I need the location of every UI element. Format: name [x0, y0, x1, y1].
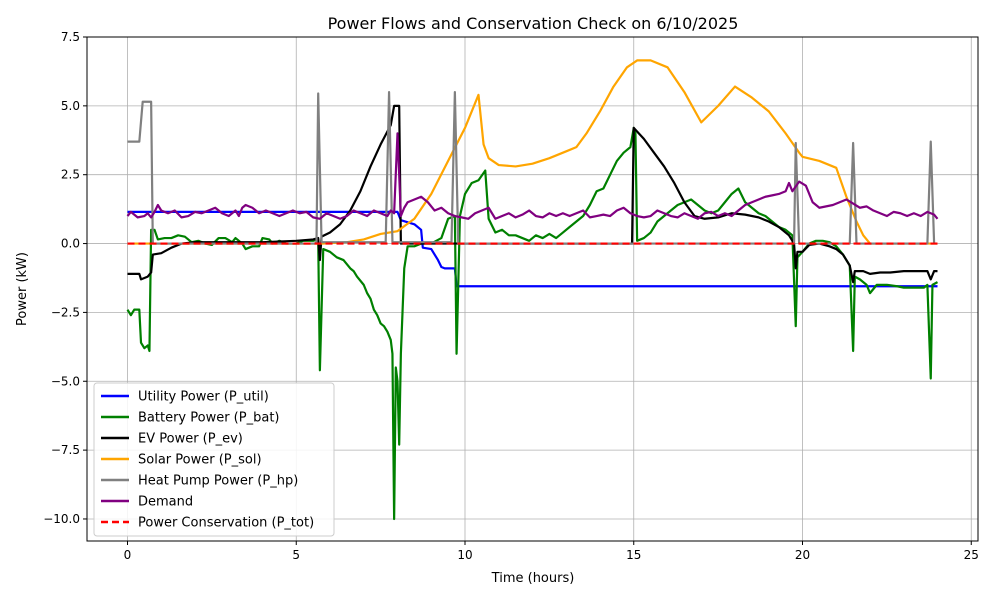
legend-label: Heat Pump Power (P_hp)	[138, 474, 298, 489]
chart-title: Power Flows and Conservation Check on 6/…	[328, 14, 739, 33]
y-tick-label: 0.0	[61, 237, 80, 251]
y-tick-label: −5.0	[51, 374, 80, 388]
x-tick-label: 15	[626, 548, 641, 562]
x-axis-label: Time (hours)	[491, 571, 575, 586]
y-tick-label: 7.5	[61, 30, 80, 44]
axis-ticks: 0 5 10 15 20 25 −10.0 −7.5 −5.0 −2.5 0.0 2.5 5.0 7.5	[43, 30, 979, 562]
legend-box	[93, 382, 335, 537]
x-tick-label: 20	[795, 548, 810, 562]
x-tick-label: 5	[292, 548, 300, 562]
series-line-3	[127, 104, 938, 284]
y-tick-label: −2.5	[51, 305, 80, 319]
legend-label: Solar Power (P_sol)	[138, 453, 262, 468]
x-tick-label: 25	[964, 548, 979, 562]
series-line-2	[126, 126, 939, 521]
series-line-6	[126, 132, 939, 220]
plot-frame	[86, 36, 979, 542]
legend-label: Utility Power (P_util)	[138, 390, 269, 405]
y-tick-label: −10.0	[43, 512, 80, 526]
x-tick-label: 10	[457, 548, 472, 562]
series-lines	[126, 59, 939, 521]
legend-label: Power Conservation (P_tot)	[138, 516, 314, 531]
series-line-5	[127, 90, 936, 245]
legend-label: Battery Power (P_bat)	[138, 411, 279, 426]
y-tick-label: 2.5	[61, 168, 80, 182]
legend-label: Demand	[138, 495, 193, 510]
legend-label: EV Power (P_ev)	[138, 432, 243, 447]
y-tick-label: 5.0	[61, 99, 80, 113]
legend: Utility Power (P_util) Battery Power (P_b…	[93, 382, 335, 537]
y-tick-label: −7.5	[51, 443, 80, 457]
x-tick-label: 0	[124, 548, 132, 562]
series-line-4	[127, 59, 938, 245]
y-axis-label: Power (kW)	[15, 252, 30, 326]
